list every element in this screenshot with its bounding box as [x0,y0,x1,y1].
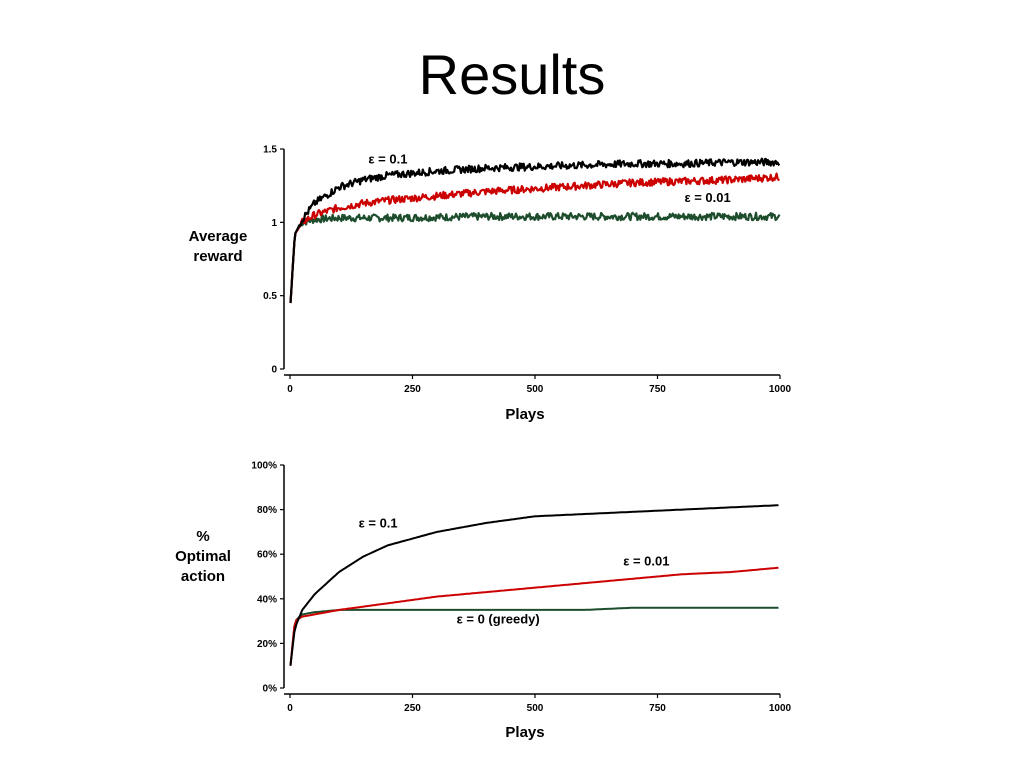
optimal-action-chart: 0% 20% 40% 60% 80% 100% 0 250 500 750 1000 Plays% Op… [175,461,792,742]
y-tick-label: 20% [257,639,277,650]
x-tick-label: 1000 [769,384,792,395]
y-tick-label: 0% [263,684,278,695]
x-tick-label: 250 [404,384,421,395]
average-reward-chart: 0 0.5 1 1.5 0 250 500 750 1000 Plays Average reward… [189,145,792,424]
y-tick-label: 100% [251,461,277,472]
y-axis-title: reward [193,248,242,265]
y-tick-label: 1.5 [263,145,277,156]
series-line [289,211,781,304]
y-tick-label: 0 [271,365,277,376]
y-tick-label: 60% [257,550,277,561]
y-axis-title: Average [189,228,248,245]
x-axis-title: Plays [505,406,544,423]
y-axis-title: Optimal [175,548,231,565]
series-line [289,606,779,666]
y-axis-title: % [196,528,209,545]
series-line [289,566,779,666]
slide-title: Results [418,43,606,106]
y-tick-label: 80% [257,505,277,516]
x-axis-title: Plays [505,724,544,741]
y-tick-label: 40% [257,594,277,605]
x-tick-label: 250 [404,703,421,714]
y-tick-label: 0.5 [263,291,277,302]
x-tick-label: 500 [527,703,544,714]
x-tick-label: 0 [287,384,293,395]
series-label: ε = 0 (greedy) [457,611,540,626]
y-axis-title: action [181,568,225,585]
x-tick-label: 750 [649,703,666,714]
series-line [289,172,780,304]
series-label: ε = 0.1 [368,152,407,167]
y-tick-label: 1 [271,218,277,229]
series-label: ε = 0.1 [359,515,398,530]
series-label: ε = 0.01 [684,190,730,205]
x-tick-label: 1000 [769,703,792,714]
series-line [289,504,779,666]
series-line [289,157,781,304]
x-tick-label: 750 [649,384,666,395]
x-tick-label: 0 [287,703,293,714]
x-tick-label: 500 [527,384,544,395]
series-label: ε = 0.01 [623,553,669,568]
